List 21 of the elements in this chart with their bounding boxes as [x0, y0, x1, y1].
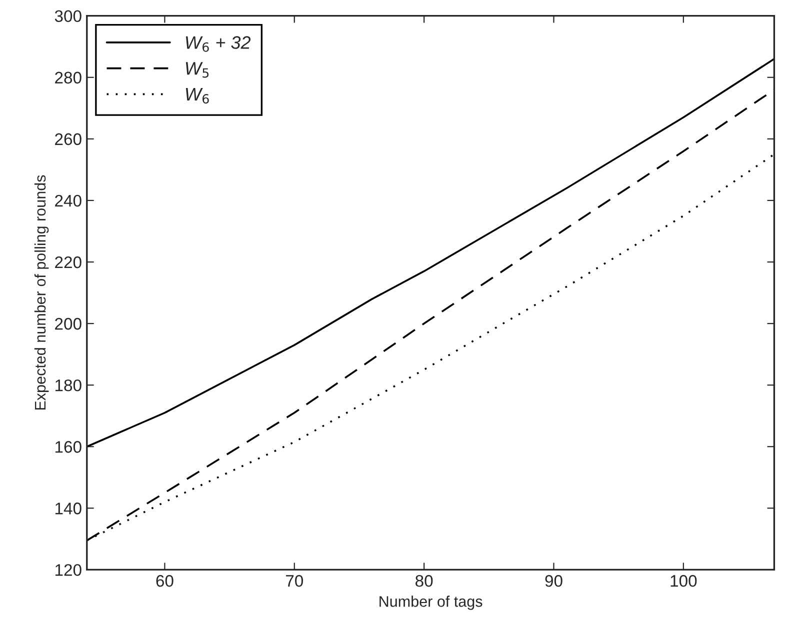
legend-label: W$_{6}$ + 32 — [186, 36, 251, 52]
y-tick-label: 240 — [55, 194, 82, 207]
x-tick-label: 90 — [545, 575, 562, 587]
x-tick-label: 80 — [416, 575, 433, 587]
y-tick-label: 120 — [56, 564, 82, 576]
x-tick-label: 60 — [156, 575, 174, 587]
legend-label: W$_{5}$ — [186, 62, 209, 78]
x-axis-title: Number of tags — [380, 596, 482, 610]
y-tick-label: 300 — [54, 10, 82, 22]
legend-label: W$_{6}$ — [186, 88, 209, 104]
y-tick-label: 180 — [56, 379, 82, 392]
y-tick-label: 220 — [55, 256, 82, 268]
x-tick-label: 70 — [286, 575, 304, 587]
x-tick-label: 100 — [670, 575, 697, 587]
line-series — [86, 58, 774, 448]
y-tick-label: 200 — [55, 318, 82, 330]
y-tick-label: 260 — [55, 133, 82, 146]
y-axis-title: Expected number of polling rounds — [34, 175, 49, 410]
y-tick-label: 140 — [56, 502, 82, 514]
y-tick-label: 280 — [55, 72, 82, 84]
y-tick-label: 160 — [56, 441, 82, 453]
